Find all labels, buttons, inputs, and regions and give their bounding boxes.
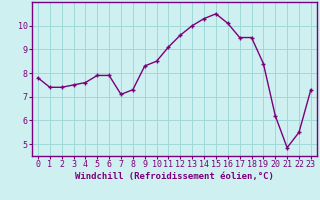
- X-axis label: Windchill (Refroidissement éolien,°C): Windchill (Refroidissement éolien,°C): [75, 172, 274, 181]
